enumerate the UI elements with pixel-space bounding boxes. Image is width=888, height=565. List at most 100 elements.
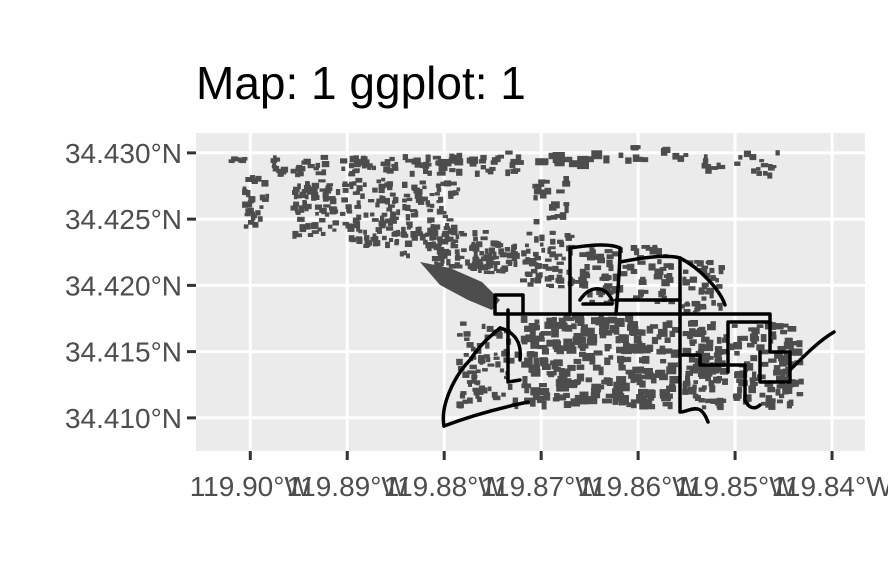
- building-450: [505, 150, 513, 155]
- building-1302: [780, 369, 786, 377]
- building-148: [380, 161, 387, 167]
- building-318: [454, 249, 460, 255]
- building-1002: [617, 385, 624, 395]
- building-1006: [546, 339, 555, 347]
- building-64: [321, 161, 330, 168]
- building-651: [743, 150, 752, 158]
- building-586: [548, 274, 555, 281]
- building-1051: [459, 321, 467, 326]
- building-217: [389, 192, 396, 197]
- building-1116: [482, 387, 488, 394]
- building-7: [238, 158, 242, 163]
- building-191: [375, 227, 382, 233]
- building-275: [423, 162, 432, 167]
- building-610: [558, 268, 563, 274]
- building-1147: [722, 378, 729, 385]
- building-281: [402, 154, 408, 161]
- building-987: [659, 345, 666, 353]
- building-909: [540, 331, 551, 336]
- building-525: [582, 156, 594, 163]
- building-606: [565, 236, 572, 241]
- building-1180: [689, 357, 698, 362]
- building-114: [302, 200, 307, 207]
- building-526: [535, 158, 548, 166]
- building-825: [608, 355, 614, 360]
- building-86: [290, 205, 298, 211]
- building-373: [430, 203, 435, 208]
- y-tick-label-2: 34.420°N: [65, 270, 182, 301]
- building-524: [554, 158, 565, 167]
- building-368: [414, 210, 419, 217]
- building-598: [550, 238, 556, 245]
- building-501: [477, 241, 483, 248]
- building-1273: [733, 393, 741, 401]
- building-764: [682, 269, 689, 274]
- building-37: [261, 180, 269, 187]
- road-17: [743, 363, 762, 410]
- building-1218: [768, 358, 777, 363]
- building-712: [653, 273, 663, 280]
- building-454: [491, 157, 501, 163]
- building-125: [299, 226, 307, 233]
- building-484: [480, 256, 487, 262]
- building-1021: [628, 372, 635, 379]
- building-1285: [761, 361, 769, 367]
- building-1299: [765, 403, 772, 408]
- building-985: [571, 323, 577, 330]
- building-1009: [520, 335, 527, 343]
- building-1207: [780, 329, 788, 335]
- road-1: [441, 326, 502, 428]
- building-395: [437, 262, 444, 267]
- building-458: [474, 170, 480, 177]
- building-1254: [783, 341, 791, 350]
- building-1110: [460, 391, 467, 396]
- building-508: [493, 264, 498, 272]
- building-947: [553, 366, 561, 372]
- building-932: [559, 384, 569, 392]
- building-377: [405, 214, 411, 221]
- building-316: [448, 195, 454, 199]
- building-507: [490, 240, 497, 247]
- building-1234: [756, 324, 764, 329]
- building-386: [445, 250, 452, 256]
- building-591: [528, 261, 537, 267]
- building-587: [534, 236, 539, 243]
- building-229: [363, 235, 370, 241]
- building-242: [385, 241, 390, 249]
- building-127: [315, 211, 319, 216]
- building-348: [419, 180, 426, 185]
- building-1306: [729, 343, 735, 351]
- building-456: [515, 160, 524, 165]
- building-1150: [701, 336, 710, 343]
- building-1298: [771, 334, 777, 340]
- building-758: [698, 287, 705, 294]
- building-945: [616, 394, 627, 401]
- building-165: [362, 160, 370, 165]
- building-88: [332, 220, 339, 226]
- building-434: [431, 255, 439, 262]
- building-787: [576, 364, 585, 370]
- building-822: [587, 396, 598, 405]
- building-859: [639, 380, 646, 388]
- building-537: [559, 212, 567, 220]
- building-370: [424, 232, 432, 236]
- building-1055: [486, 325, 494, 332]
- building-244: [366, 242, 371, 247]
- building-339: [436, 187, 442, 192]
- building-710: [630, 268, 638, 274]
- building-1097: [481, 323, 486, 330]
- building-68: [307, 233, 314, 238]
- building-497: [504, 247, 511, 252]
- building-760: [701, 296, 707, 301]
- building-225: [391, 200, 397, 204]
- building-1111: [477, 357, 486, 364]
- building-582: [552, 265, 559, 272]
- building-366: [426, 243, 434, 249]
- building-240: [349, 183, 354, 190]
- building-1014: [608, 316, 617, 324]
- building-596: [545, 266, 552, 271]
- building-367: [402, 198, 407, 203]
- building-99: [332, 228, 337, 232]
- building-169: [355, 177, 363, 183]
- building-842: [558, 317, 567, 326]
